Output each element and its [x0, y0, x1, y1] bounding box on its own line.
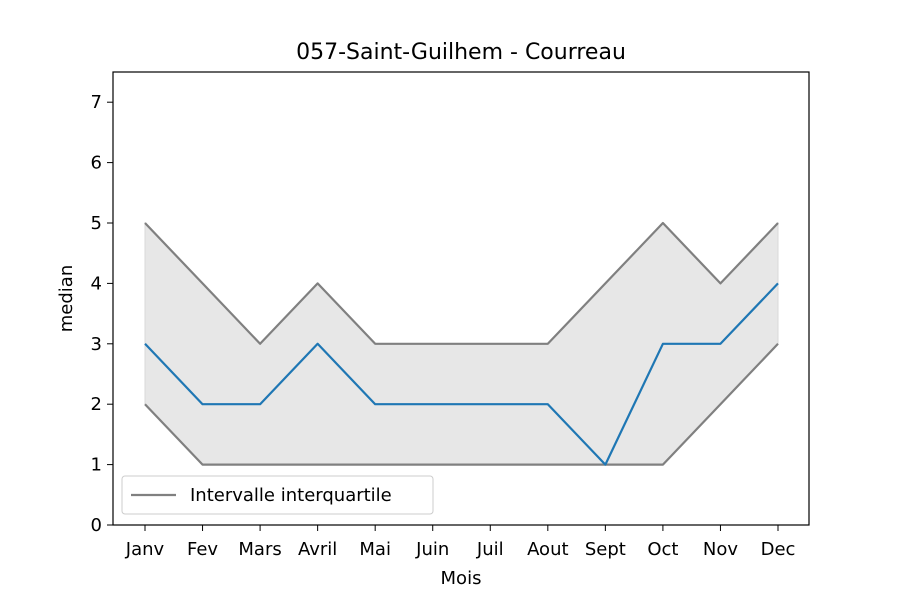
x-tick-label: Avril	[298, 539, 337, 560]
x-tick-label: Dec	[761, 539, 796, 560]
x-axis-label: Mois	[441, 568, 482, 589]
legend: Intervalle interquartile	[121, 475, 434, 515]
x-tick-label: Nov	[703, 539, 738, 560]
x-tick-label: Fev	[187, 539, 218, 560]
y-tick-label: 3	[91, 334, 102, 355]
x-tick-label: Juin	[415, 539, 449, 560]
y-tick-label: 7	[91, 92, 102, 113]
y-tick-label: 1	[91, 455, 102, 476]
y-tick-label: 4	[91, 273, 102, 294]
y-axis-label: median	[56, 265, 77, 332]
y-tick-label: 2	[91, 394, 102, 415]
y-tick-label: 5	[91, 213, 102, 234]
legend-box	[121, 475, 434, 515]
x-tick-label: Sept	[585, 539, 626, 560]
legend-label: Intervalle interquartile	[190, 485, 392, 506]
ticks: Janv Fev Mars Avril Mai Juin Juil Aout Sept Oct No…	[91, 92, 796, 560]
axes-frame	[112, 71, 810, 526]
x-tick-label: Oct	[647, 539, 678, 560]
series-line-median	[144, 282, 779, 466]
plot-area	[144, 221, 779, 466]
chart-title: 057-Saint-Guilhem - Courreau	[296, 40, 626, 65]
x-tick-label: Mai	[359, 539, 391, 560]
y-tick-label: 6	[91, 153, 102, 174]
y-tick-label: 0	[91, 515, 102, 536]
series-line-upper-quartile	[144, 221, 779, 345]
x-tick-label: Aout	[527, 539, 568, 560]
x-tick-label: Janv	[125, 539, 165, 560]
x-tick-label: Juil	[476, 539, 504, 560]
x-tick-label: Mars	[238, 539, 281, 560]
series-line-lower-quartile	[144, 343, 779, 466]
